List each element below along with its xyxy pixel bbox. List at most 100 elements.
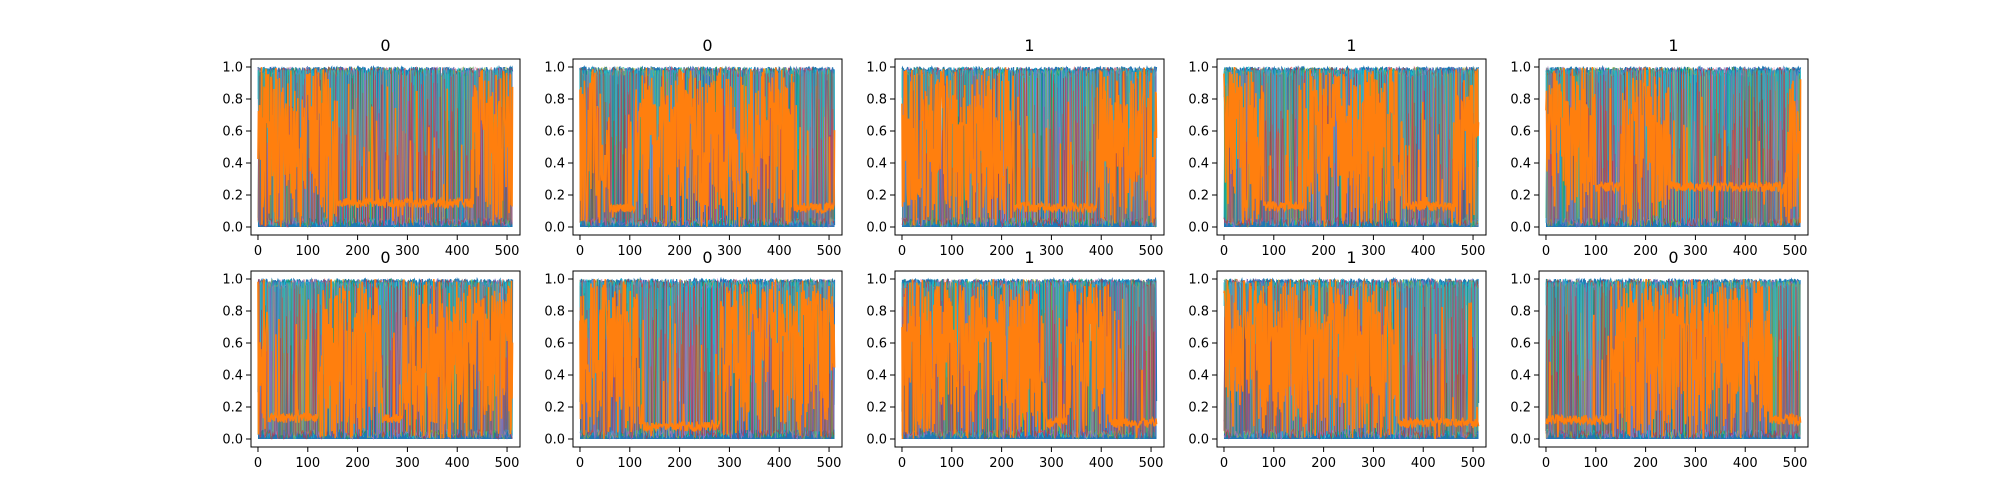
y-tick-label: 0.0 bbox=[544, 221, 565, 236]
x-tick-label: 200 bbox=[989, 244, 1014, 259]
axes-frame bbox=[1538, 270, 1809, 448]
x-tick-label: 0 bbox=[898, 456, 906, 471]
x-tick-label: 500 bbox=[1783, 456, 1808, 471]
series-orange bbox=[1545, 67, 1802, 226]
x-tick-label: 400 bbox=[445, 244, 470, 259]
y-tick-label: 0.4 bbox=[1188, 369, 1209, 384]
x-tick-label: 500 bbox=[495, 456, 520, 471]
series-orange bbox=[257, 279, 514, 439]
subplot-title: 1 bbox=[1346, 36, 1356, 55]
series-accent-0 bbox=[1223, 65, 1479, 229]
x-tick-label: 400 bbox=[767, 244, 792, 259]
x-tick-label: 0 bbox=[254, 456, 262, 471]
axes-frame bbox=[572, 270, 843, 448]
x-tick-label: 100 bbox=[939, 456, 964, 471]
y-tick-label: 1.0 bbox=[1510, 273, 1531, 288]
y-tick-label: 0.0 bbox=[222, 433, 243, 448]
x-tick-label: 100 bbox=[617, 456, 642, 471]
subplot-5: 0 100 200 300 400 500 0.0 0.2 0.4 0.6 0.8 1.0 0 bbox=[222, 248, 521, 471]
y-tick-label: 0.4 bbox=[222, 157, 243, 172]
x-tick-label: 500 bbox=[1139, 456, 1164, 471]
x-tick-label: 400 bbox=[1411, 456, 1436, 471]
y-tick-label: 0.6 bbox=[866, 337, 887, 352]
y-tick-label: 0.4 bbox=[1510, 157, 1531, 172]
subplot-4: 0 100 200 300 400 500 0.0 0.2 0.4 0.6 0.8 1.0 1 bbox=[1510, 36, 1809, 259]
y-tick-label: 0.2 bbox=[544, 401, 565, 416]
y-tick-label: 0.2 bbox=[222, 189, 243, 204]
x-tick-label: 500 bbox=[817, 456, 842, 471]
plot-area bbox=[901, 65, 1158, 229]
x-tick-label: 200 bbox=[345, 456, 370, 471]
y-tick-label: 0.6 bbox=[1188, 125, 1209, 140]
subplot-6: 0 100 200 300 400 500 0.0 0.2 0.4 0.6 0.8 1.0 0 bbox=[544, 248, 843, 471]
y-tick-label: 0.2 bbox=[1510, 189, 1531, 204]
y-tick-label: 0.4 bbox=[544, 157, 565, 172]
y-tick-label: 0.0 bbox=[1510, 221, 1531, 236]
series-orange bbox=[901, 279, 1158, 439]
y-tick-label: 0.6 bbox=[1188, 337, 1209, 352]
x-tick-label: 100 bbox=[1261, 456, 1286, 471]
plot-area bbox=[1545, 65, 1802, 229]
x-tick-label: 400 bbox=[767, 456, 792, 471]
y-tick-label: 0.8 bbox=[1188, 93, 1209, 108]
series-orange bbox=[1223, 279, 1480, 440]
subplot-0: 0 100 200 300 400 500 0.0 0.2 0.4 0.6 0.8 1.0 0 bbox=[222, 36, 521, 259]
x-tick-label: 300 bbox=[395, 456, 420, 471]
x-tick-label: 300 bbox=[1683, 244, 1708, 259]
x-tick-label: 0 bbox=[1542, 244, 1550, 259]
series-orange bbox=[901, 67, 1158, 226]
plot-area bbox=[579, 65, 836, 229]
x-tick-label: 200 bbox=[345, 244, 370, 259]
y-tick-label: 0.2 bbox=[222, 401, 243, 416]
x-tick-label: 300 bbox=[717, 244, 742, 259]
x-tick-label: 0 bbox=[1542, 456, 1550, 471]
axes-frame bbox=[1216, 270, 1487, 448]
y-tick-label: 0.8 bbox=[1188, 305, 1209, 320]
y-tick-label: 1.0 bbox=[222, 61, 243, 76]
axes-frame bbox=[1538, 58, 1809, 236]
x-tick-label: 200 bbox=[989, 456, 1014, 471]
x-tick-label: 200 bbox=[1311, 244, 1336, 259]
y-tick-label: 0.6 bbox=[866, 125, 887, 140]
x-tick-label: 400 bbox=[1733, 456, 1758, 471]
y-tick-label: 0.8 bbox=[866, 93, 887, 108]
y-tick-label: 0.0 bbox=[866, 433, 887, 448]
subplot-title: 0 bbox=[1668, 248, 1678, 267]
y-tick-label: 0.4 bbox=[544, 369, 565, 384]
subplot-9: 0 100 200 300 400 500 0.0 0.2 0.4 0.6 0.8 1.0 0 bbox=[1510, 248, 1809, 471]
x-tick-label: 0 bbox=[576, 244, 584, 259]
x-tick-label: 0 bbox=[254, 244, 262, 259]
x-tick-label: 500 bbox=[1461, 456, 1486, 471]
y-tick-label: 1.0 bbox=[1510, 61, 1531, 76]
x-tick-label: 0 bbox=[576, 456, 584, 471]
x-tick-label: 100 bbox=[1583, 244, 1608, 259]
axes-frame bbox=[1216, 58, 1487, 236]
series-orange bbox=[1223, 67, 1480, 227]
y-tick-label: 0.8 bbox=[222, 305, 243, 320]
axes-frame bbox=[894, 270, 1165, 448]
y-tick-label: 0.6 bbox=[222, 125, 243, 140]
x-tick-label: 300 bbox=[395, 244, 420, 259]
y-tick-label: 0.6 bbox=[1510, 337, 1531, 352]
axes-frame bbox=[250, 58, 521, 236]
y-tick-label: 0.2 bbox=[866, 189, 887, 204]
x-tick-label: 400 bbox=[1089, 456, 1114, 471]
y-tick-label: 0.4 bbox=[866, 369, 887, 384]
y-tick-label: 0.6 bbox=[1510, 125, 1531, 140]
x-tick-label: 0 bbox=[1220, 244, 1228, 259]
y-tick-label: 0.2 bbox=[544, 189, 565, 204]
x-tick-label: 200 bbox=[667, 456, 692, 471]
subplot-title: 0 bbox=[380, 36, 390, 55]
x-tick-label: 300 bbox=[717, 456, 742, 471]
y-tick-label: 0.2 bbox=[1188, 189, 1209, 204]
y-tick-label: 0.8 bbox=[1510, 305, 1531, 320]
x-tick-label: 100 bbox=[617, 244, 642, 259]
x-tick-label: 200 bbox=[1311, 456, 1336, 471]
x-tick-label: 500 bbox=[817, 244, 842, 259]
y-tick-label: 0.6 bbox=[222, 337, 243, 352]
x-tick-label: 100 bbox=[1583, 456, 1608, 471]
plot-area bbox=[901, 276, 1158, 440]
x-tick-label: 100 bbox=[295, 244, 320, 259]
subplot-1: 0 100 200 300 400 500 0.0 0.2 0.4 0.6 0.8 1.0 0 bbox=[544, 36, 843, 259]
y-tick-label: 0.8 bbox=[866, 305, 887, 320]
